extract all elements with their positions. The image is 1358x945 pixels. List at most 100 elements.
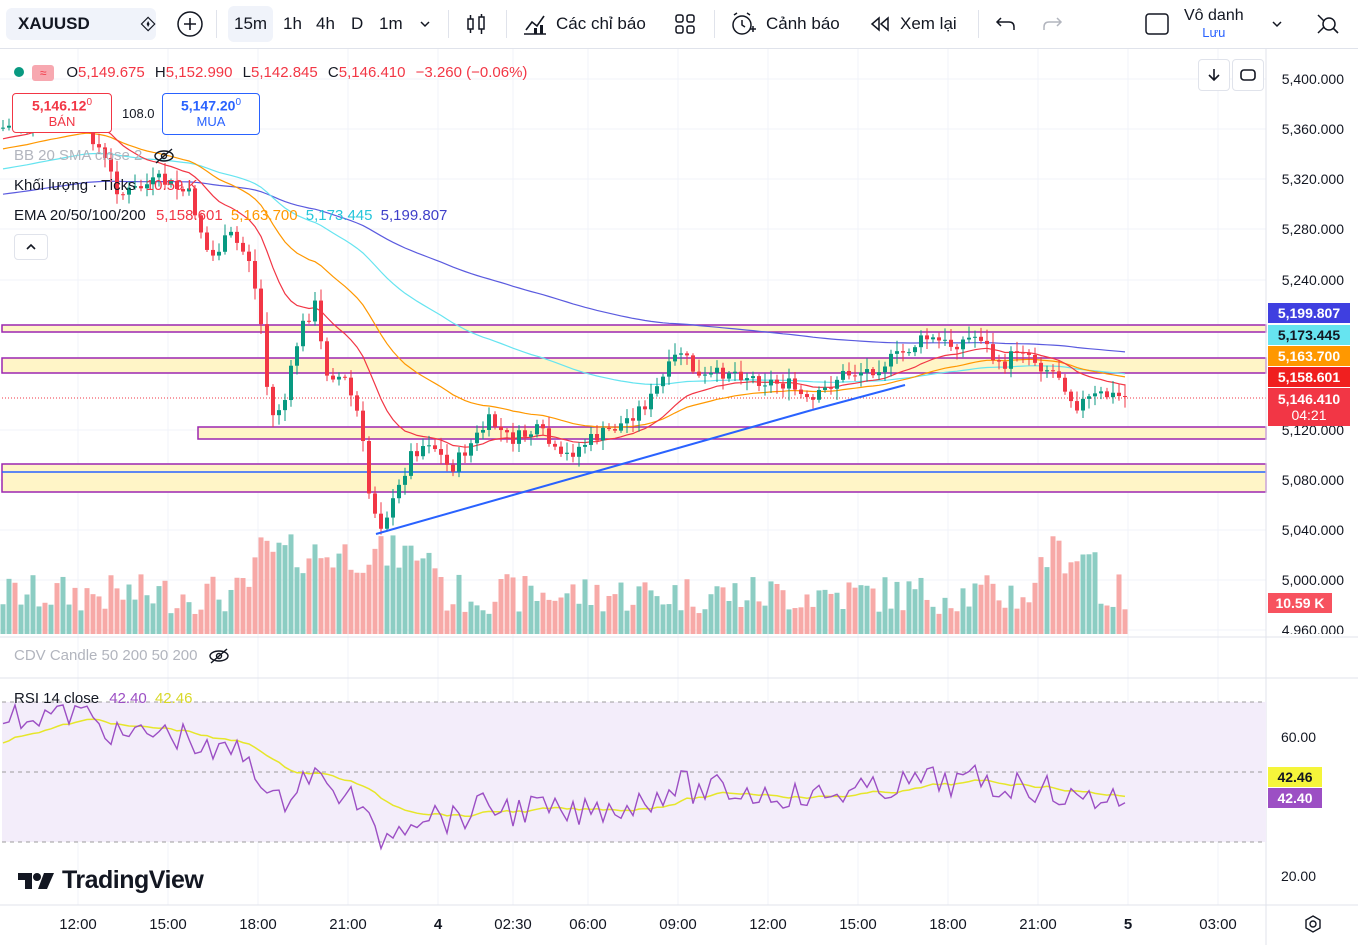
chart-type-button[interactable] (464, 0, 488, 48)
account-save: Lưu (1202, 25, 1226, 40)
candle-body (703, 374, 707, 376)
volume-bar (126, 584, 132, 634)
candle-body (451, 464, 455, 472)
candle-body (691, 355, 695, 372)
candle-body (1099, 391, 1103, 394)
candle-body (577, 446, 581, 457)
volume-bar (294, 567, 300, 634)
candle-body (217, 251, 221, 256)
candle-body (877, 372, 881, 376)
timeframe-1h[interactable]: 1h (283, 14, 302, 33)
candle-body (277, 410, 281, 416)
volume-bar (180, 594, 186, 634)
candle-body (721, 367, 725, 379)
candle-body (241, 242, 245, 252)
candle-body (595, 433, 599, 441)
volume-bar (48, 604, 54, 634)
volume-bar (726, 600, 732, 634)
candle-body (613, 429, 617, 431)
timeframe-4h[interactable]: 4h (316, 14, 335, 33)
candle-body (361, 410, 365, 442)
symbol-search[interactable]: XAUUSD (6, 8, 156, 40)
candle-body (661, 376, 665, 387)
candle-body (181, 189, 185, 192)
eye-off-icon[interactable] (208, 648, 230, 664)
candle-body (109, 157, 113, 172)
account-dropdown[interactable] (1270, 0, 1284, 48)
volume-bar (546, 599, 552, 634)
volume-bar (510, 577, 516, 634)
layout-toggle-button[interactable] (1144, 0, 1170, 48)
volume-bar (582, 579, 588, 634)
candle-body (229, 231, 233, 236)
replay-button[interactable]: Xem lại (868, 0, 957, 48)
buy-button[interactable]: 5,147.200 MUA (162, 93, 260, 135)
tradingview-logo[interactable]: TradingView (16, 866, 204, 895)
volume-bar (894, 581, 900, 634)
sell-button[interactable]: 5,146.120 BÁN (12, 93, 112, 133)
candle-body (571, 452, 575, 457)
volume-bar (834, 592, 840, 634)
timeframe-15m[interactable]: 15m (228, 6, 274, 42)
volume-bar (78, 610, 84, 634)
ema50-price-tag: 5,163.700 (1268, 346, 1350, 366)
timeframe-d[interactable]: D (351, 14, 364, 33)
volume-bar (528, 585, 534, 634)
chart-canvas[interactable] (0, 49, 1358, 945)
candle-body (283, 400, 287, 411)
tradingview-logo-text: TradingView (62, 866, 204, 894)
volume-bar (204, 583, 210, 634)
candle-body (943, 339, 947, 341)
volume-bar (66, 604, 72, 634)
volume-bar (774, 583, 780, 634)
candle-body (247, 251, 251, 262)
undo-button[interactable] (994, 0, 1018, 48)
bb-legend[interactable]: BB 20 SMA close 2 (14, 147, 175, 164)
cdv-legend[interactable]: CDV Candle 50 200 50 200 (14, 647, 230, 664)
candle-body (625, 418, 629, 424)
volume-bar (912, 589, 918, 634)
timeframe-dropdown[interactable] (418, 0, 432, 48)
volume-bar (762, 605, 768, 634)
layouts-button[interactable] (674, 0, 696, 48)
volume-bar (1002, 607, 1008, 634)
redo-button[interactable] (1040, 0, 1064, 48)
volume-bar (486, 613, 492, 634)
scroll-down-button[interactable] (1198, 59, 1230, 91)
volume-bar (120, 599, 126, 634)
ema20-value: 5,158.601 (155, 207, 223, 224)
volume-bar (264, 540, 270, 634)
volume-bar (996, 600, 1002, 634)
volume-bar (1038, 557, 1044, 634)
timeframe-1m[interactable]: 1m (379, 14, 403, 33)
symbol-favorite-icon[interactable] (140, 13, 156, 35)
candle-body (355, 395, 359, 411)
indicators-button[interactable]: Các chỉ báo (522, 0, 646, 48)
collapse-legend-button[interactable] (14, 234, 48, 260)
volume-bar (852, 587, 858, 634)
volume-bar (468, 601, 474, 634)
ema-legend[interactable]: EMA 20/50/100/200 5,158.601 5,163.700 5,… (14, 207, 447, 224)
add-symbol-button[interactable] (176, 0, 204, 48)
account-menu[interactable]: Vô danh Lưu (1184, 0, 1244, 48)
volume-bar (576, 603, 582, 634)
price-axis-label: 5,360.000 (1281, 121, 1344, 137)
volume-bar (882, 577, 888, 634)
ema50-line (2, 132, 1126, 428)
volume-legend[interactable]: Khối lượng · Ticks 10.59 K (14, 177, 197, 194)
candle-body (133, 186, 137, 188)
close-label: C (327, 64, 339, 81)
spread-value: 108.0 (122, 106, 155, 121)
settings-button[interactable] (1314, 0, 1340, 48)
rsi-legend[interactable]: RSI 14 close 42.40 42.46 (14, 690, 192, 707)
fullscreen-button[interactable] (1232, 59, 1264, 91)
eye-off-icon[interactable] (153, 148, 175, 164)
volume-bar (798, 607, 804, 634)
volume-bar (942, 597, 948, 634)
alerts-button[interactable]: Cảnh báo (730, 0, 840, 48)
candle-body (805, 394, 809, 398)
volume-bar (660, 604, 666, 634)
volume-bar (966, 606, 972, 634)
time-axis-label: 18:00 (239, 916, 277, 933)
chart-settings-button[interactable] (1303, 914, 1323, 939)
